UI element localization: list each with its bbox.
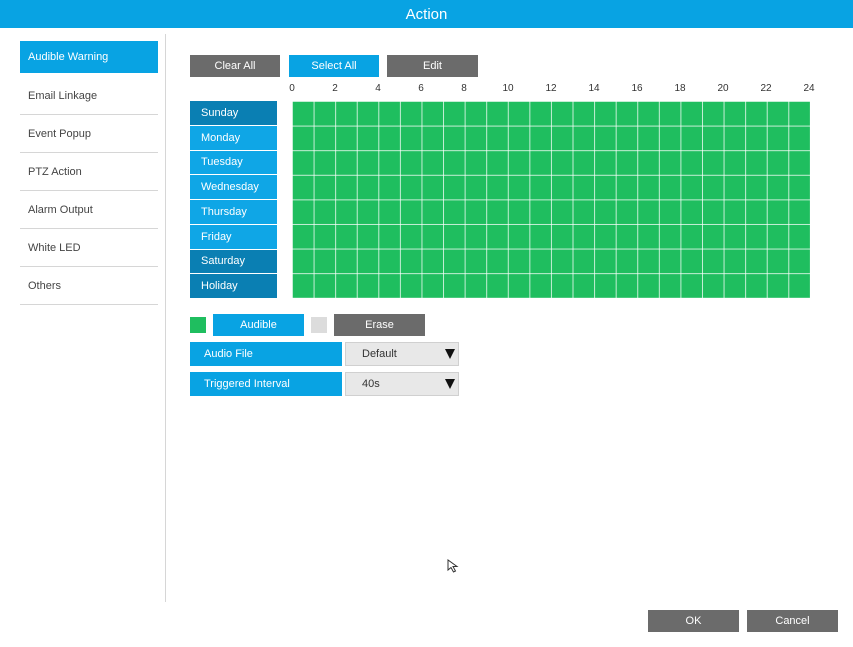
audible-color-swatch — [190, 317, 206, 333]
sidebar-item-others[interactable]: Others — [20, 267, 158, 305]
sidebar-item-event-popup[interactable]: Event Popup — [20, 115, 158, 153]
day-label-friday[interactable]: Friday — [190, 224, 277, 250]
audio-file-value: Default — [362, 348, 397, 360]
day-label-saturday[interactable]: Saturday — [190, 249, 277, 275]
hour-label: 12 — [545, 83, 557, 94]
dropdown-arrow-icon — [445, 349, 455, 359]
dropdown-arrow-icon — [445, 379, 455, 389]
day-label-tuesday[interactable]: Tuesday — [190, 150, 277, 176]
day-label-sunday[interactable]: Sunday — [190, 101, 277, 126]
hour-label: 10 — [502, 83, 514, 94]
cancel-button[interactable]: Cancel — [747, 610, 838, 632]
day-label-thursday[interactable]: Thursday — [190, 200, 277, 225]
triggered-interval-select[interactable]: 40s — [345, 372, 459, 396]
audio-file-select[interactable]: Default — [345, 342, 459, 366]
hour-label: 8 — [461, 83, 467, 94]
day-label-wednesday[interactable]: Wednesday — [190, 175, 277, 200]
day-label-monday[interactable]: Monday — [190, 125, 277, 151]
erase-button[interactable]: Erase — [334, 314, 425, 336]
sidebar-item-audible-warning[interactable]: Audible Warning — [20, 41, 158, 73]
triggered-interval-value: 40s — [362, 378, 380, 390]
hour-label: 4 — [375, 83, 381, 94]
hour-label: 20 — [717, 83, 729, 94]
sidebar-item-white-led[interactable]: White LED — [20, 229, 158, 267]
window-title: Action — [0, 0, 853, 28]
day-label-holiday[interactable]: Holiday — [190, 274, 277, 299]
hour-label: 14 — [588, 83, 600, 94]
erase-color-swatch — [311, 317, 327, 333]
hour-label: 22 — [760, 83, 772, 94]
select-all-button[interactable]: Select All — [289, 55, 379, 77]
panel-divider — [165, 34, 166, 602]
sidebar-item-ptz-action[interactable]: PTZ Action — [20, 153, 158, 191]
hour-label: 2 — [332, 83, 338, 94]
audible-button[interactable]: Audible — [213, 314, 304, 336]
hour-label: 24 — [803, 83, 815, 94]
sidebar: Audible Warning Email Linkage Event Popu… — [20, 41, 158, 305]
sidebar-item-alarm-output[interactable]: Alarm Output — [20, 191, 158, 229]
clear-all-button[interactable]: Clear All — [190, 55, 280, 77]
hour-axis: 0 2 4 6 8 10 12 14 16 18 20 22 24 — [0, 83, 853, 97]
edit-button[interactable]: Edit — [387, 55, 478, 77]
hour-label: 0 — [289, 83, 295, 94]
ok-button[interactable]: OK — [648, 610, 739, 632]
hour-label: 6 — [418, 83, 424, 94]
sidebar-item-email-linkage[interactable]: Email Linkage — [20, 77, 158, 115]
hour-label: 16 — [631, 83, 643, 94]
day-labels: Sunday Monday Tuesday Wednesday Thursday… — [190, 101, 277, 299]
schedule-grid[interactable] — [292, 101, 810, 298]
triggered-interval-label: Triggered Interval — [190, 372, 342, 396]
mouse-pointer-icon — [447, 559, 459, 573]
audio-file-label: Audio File — [190, 342, 342, 366]
hour-label: 18 — [674, 83, 686, 94]
